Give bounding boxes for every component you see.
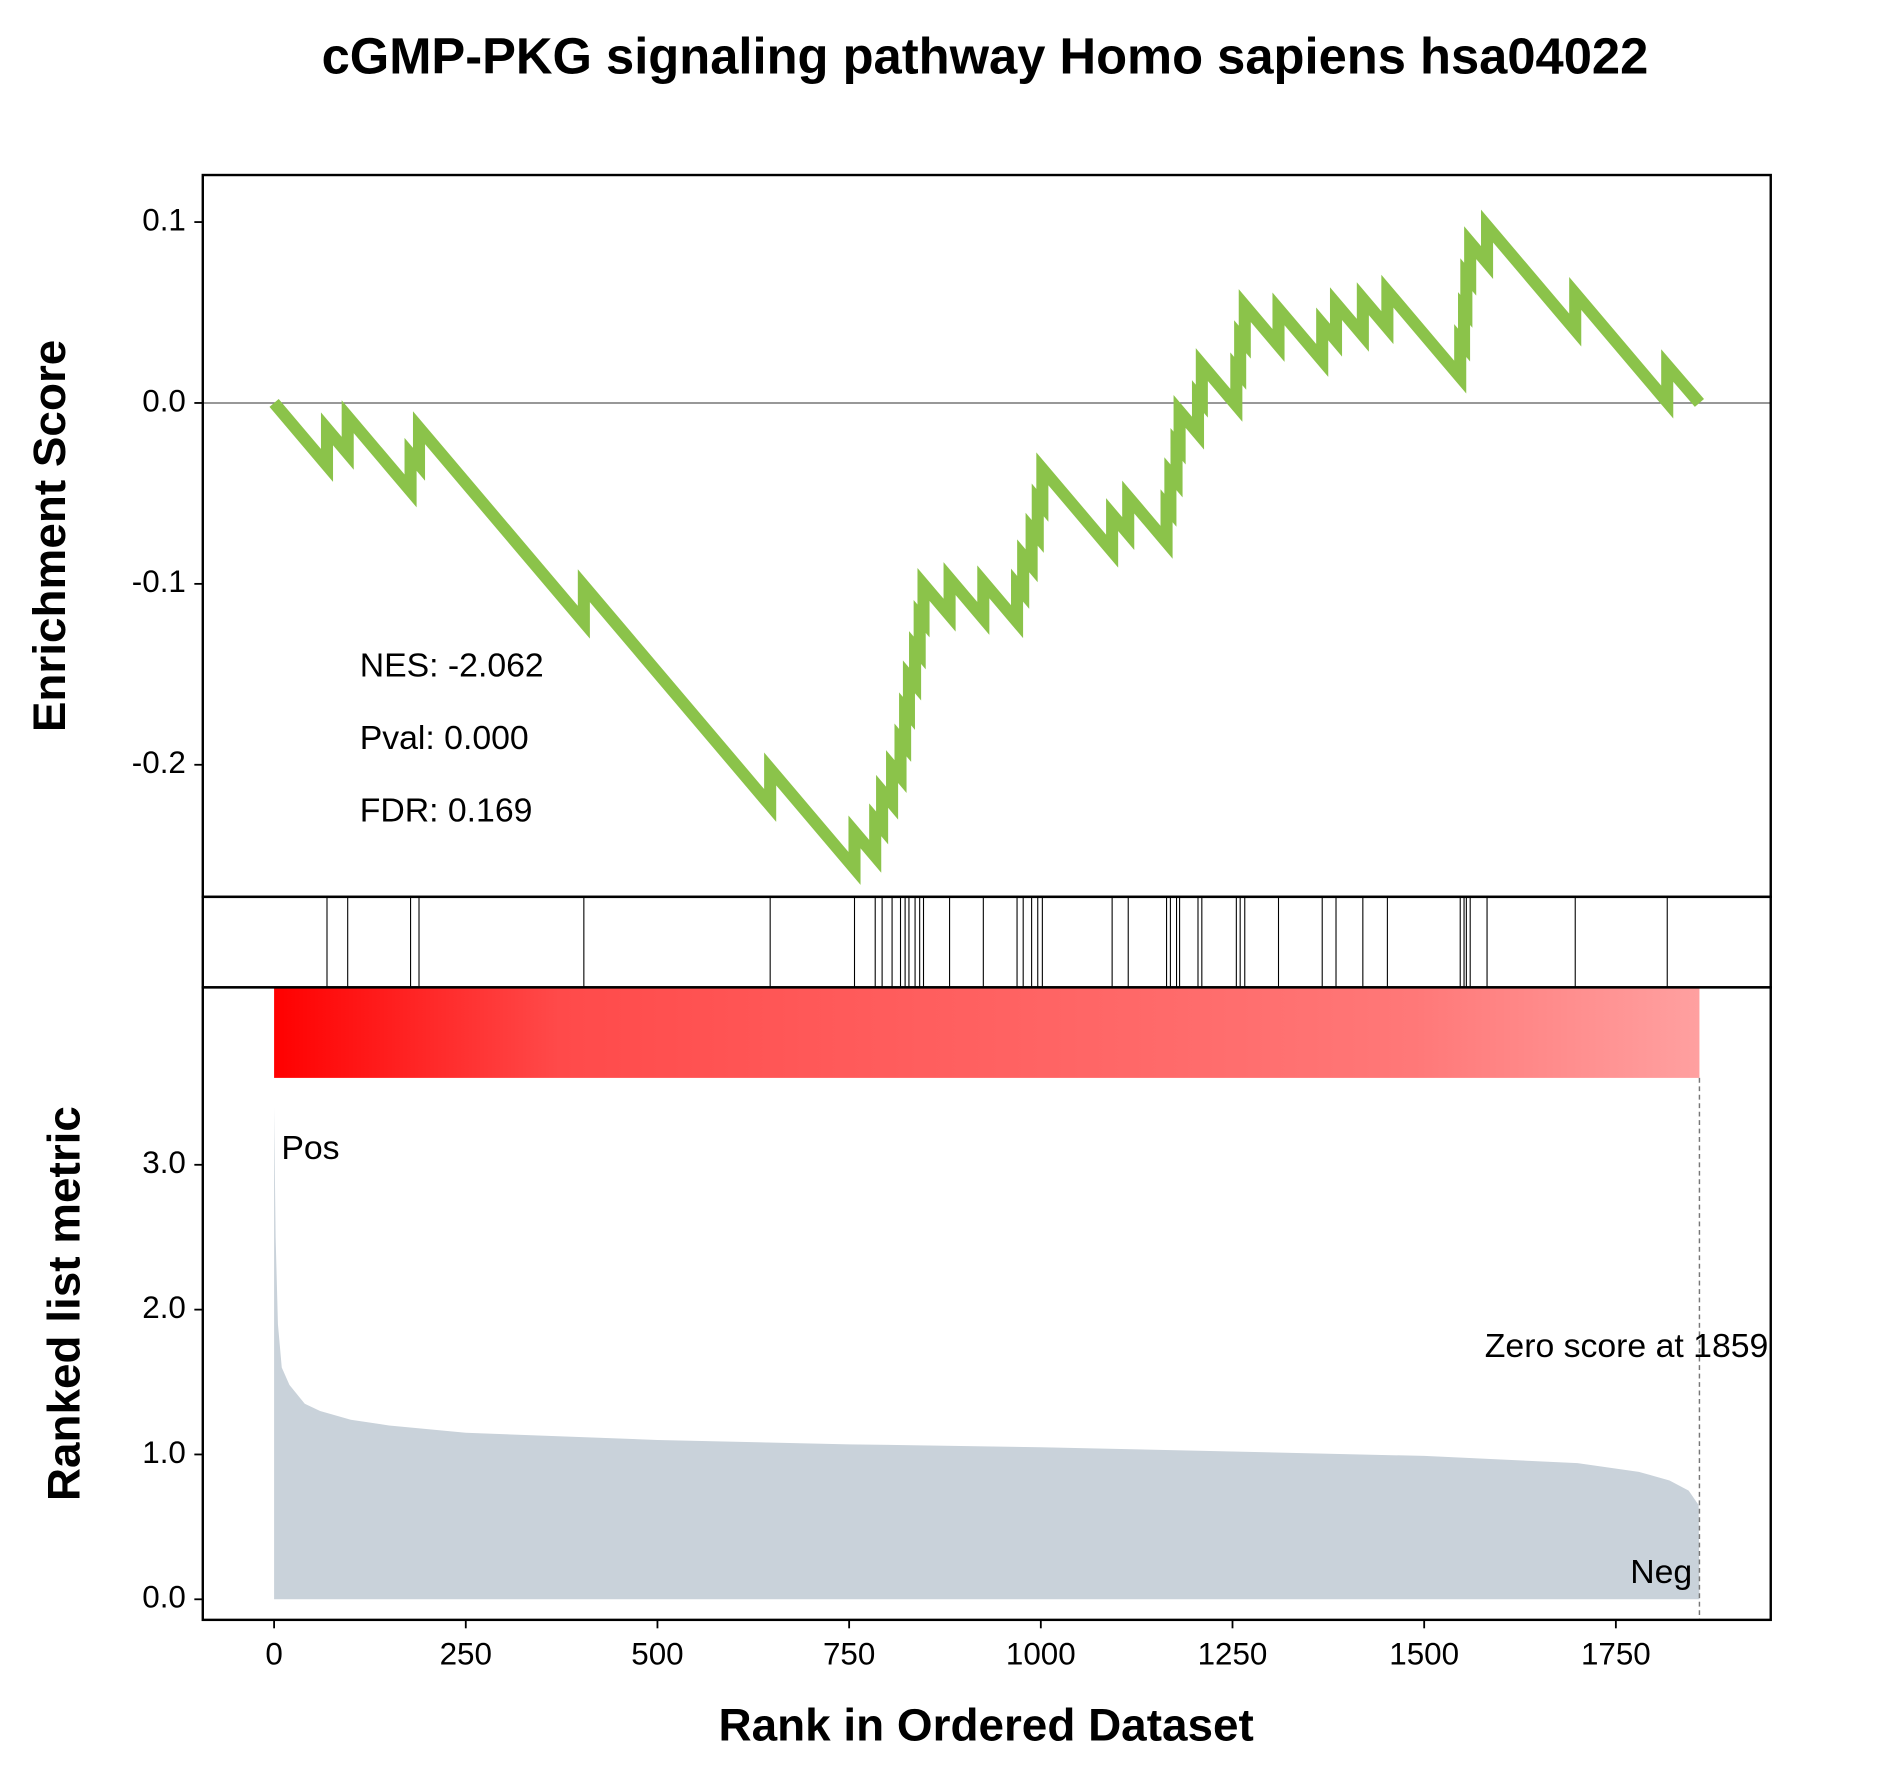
heatmap-bar	[274, 987, 1700, 1078]
y-axis-label: Enrichment Score	[23, 340, 75, 732]
y-tick-label: 2.0	[142, 1290, 186, 1325]
x-tick-label: 1250	[1198, 1636, 1268, 1671]
x-axis-label: Rank in Ordered Dataset	[719, 1699, 1254, 1751]
fdr-annotation: FDR: 0.169	[360, 791, 533, 829]
axes-frame	[201, 986, 1772, 1622]
y-tick-label: 1.0	[142, 1435, 186, 1470]
x-tick-label: 250	[440, 1636, 492, 1671]
y-tick-label: 0.0	[142, 1580, 186, 1615]
x-tick-label: 1000	[1006, 1636, 1076, 1671]
chart-title: cGMP-PKG signaling pathway Homo sapiens …	[322, 28, 1649, 85]
pval-annotation: Pval: 0.000	[360, 719, 529, 757]
y-tick-label: 3.0	[142, 1145, 186, 1180]
x-tick-label: 1750	[1581, 1636, 1651, 1671]
neg-label: Neg	[1630, 1553, 1692, 1591]
x-tick-label: 1500	[1389, 1636, 1459, 1671]
y-tick-label: 0.1	[142, 202, 186, 237]
pos-label: Pos	[281, 1129, 339, 1167]
y-tick-label: -0.2	[132, 745, 186, 780]
nes-annotation: NES: -2.062	[360, 646, 544, 684]
x-tick-label: 750	[823, 1636, 875, 1671]
es-line	[269, 209, 1705, 885]
x-tick-label: 0	[265, 1636, 282, 1671]
zero-score-label: Zero score at 1859	[1485, 1327, 1769, 1365]
y-tick-label: -0.1	[132, 564, 186, 599]
y-axis-label: Ranked list metric	[38, 1106, 90, 1501]
y-tick-label: 0.0	[142, 383, 186, 418]
metric-area	[274, 1106, 1700, 1600]
axes-frame	[201, 895, 1772, 989]
x-tick-label: 500	[631, 1636, 683, 1671]
